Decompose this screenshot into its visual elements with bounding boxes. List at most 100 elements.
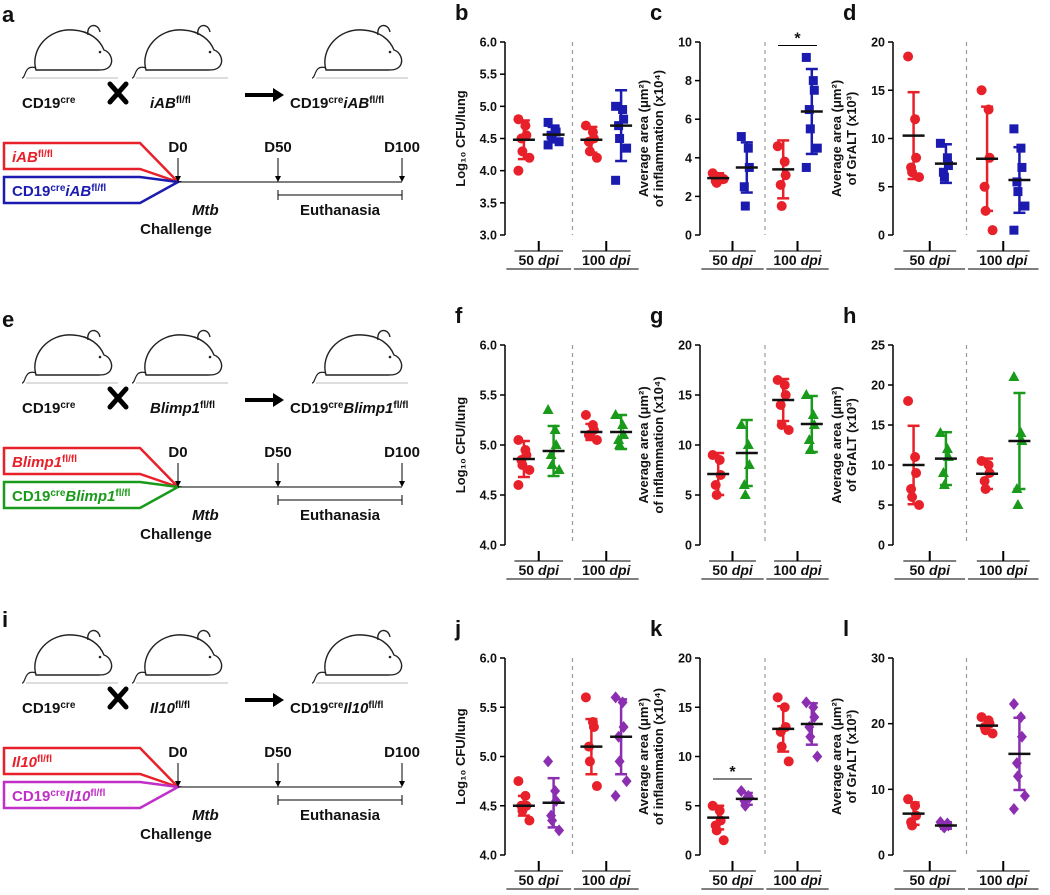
timepoint-label: D100: [384, 139, 420, 156]
data-point: [718, 835, 729, 846]
group-box: [2, 780, 182, 810]
mouse-eye: [388, 355, 392, 359]
data-point: [812, 143, 822, 153]
panel-letter: h: [843, 303, 856, 328]
cross-icon: [107, 81, 129, 105]
data-point: [801, 52, 811, 62]
text-segment: CD19: [22, 400, 60, 417]
category-value: 100: [979, 252, 1003, 268]
data-point: [976, 85, 987, 96]
timepoint-label: D100: [384, 744, 420, 761]
mouse-ear: [87, 329, 101, 341]
text-segment: cre: [60, 700, 75, 711]
data-point: [735, 419, 747, 429]
endpoint-label: Euthanasia: [300, 202, 381, 219]
category-value: 50: [518, 252, 534, 268]
y-tick-label: 4.5: [480, 132, 497, 146]
text-segment: CD19: [290, 95, 328, 112]
mouse-eye: [98, 655, 102, 659]
data-point: [907, 492, 918, 502]
category-value: 100: [773, 562, 797, 578]
data-point: [524, 815, 535, 826]
y-tick-label: 3.5: [480, 196, 497, 210]
data-point: [937, 467, 949, 477]
mouse-icon: [131, 24, 228, 79]
endpoint-bracket: [277, 795, 403, 805]
y-tick-label: 5.5: [480, 701, 497, 715]
category-unit: dpi: [732, 562, 754, 578]
agent-label: Mtb: [192, 202, 219, 219]
text-segment: cre: [60, 95, 75, 106]
mouse-ear: [197, 24, 211, 36]
event-label: Challenge: [140, 826, 212, 843]
data-point: [739, 489, 751, 499]
data-point: [1013, 187, 1023, 197]
mouse-icon: [311, 329, 408, 384]
text-segment: fl/fl: [37, 754, 52, 765]
data-point: [910, 452, 921, 462]
y-tick-label: 8: [685, 74, 692, 88]
mouse-eye: [388, 50, 392, 54]
text-segment: CD19: [22, 95, 60, 112]
cross-icon: [107, 686, 129, 710]
mouse-tail: [21, 66, 37, 79]
y-tick-label: 0: [685, 229, 692, 243]
y-tick-label: 0: [878, 229, 885, 243]
mouse-tail: [21, 371, 37, 384]
mouse-tail: [311, 671, 327, 684]
data-point: [914, 172, 925, 183]
mouse-body: [34, 334, 113, 376]
cross-icon: [107, 386, 129, 410]
mouse-icon: [21, 329, 118, 384]
text-segment: fl/fl: [38, 149, 53, 160]
text-segment: cre: [50, 183, 65, 194]
x-tick-label: 50 dpi: [518, 872, 560, 888]
data-point: [783, 425, 794, 435]
group-label: Il10fl/fl: [12, 754, 52, 772]
data-point: [803, 434, 815, 444]
y-tick-label: 10: [871, 783, 885, 797]
arrow-head: [273, 88, 284, 102]
data-point: [943, 161, 953, 171]
mouse-ear: [87, 24, 101, 36]
y-tick-label: 3.0: [480, 229, 497, 243]
data-point: [550, 784, 561, 797]
x-tick-label: 100 dpi: [979, 252, 1028, 268]
y-tick-label: 6: [685, 113, 692, 127]
x-tick-label: 100 dpi: [582, 872, 631, 888]
data-point: [619, 114, 629, 124]
y-axis-label: Average area (μm²): [829, 386, 844, 503]
category-value: 100: [582, 872, 606, 888]
mouse-eye: [208, 50, 212, 54]
y-tick-label: 5: [878, 499, 885, 513]
y-axis-label: of inflammation (x10⁴): [651, 70, 666, 207]
y-tick-label: 5: [685, 489, 692, 503]
category-value: 50: [712, 872, 728, 888]
x-tick-label: 50 dpi: [712, 252, 754, 268]
text-segment: Blimp1: [150, 400, 200, 417]
data-point: [805, 124, 815, 134]
text-segment: cre: [328, 95, 343, 106]
data-point: [736, 132, 746, 142]
data-point: [743, 143, 753, 153]
y-tick-label: 30: [871, 652, 885, 666]
data-point: [513, 776, 524, 787]
y-axis-label: of GrALT (x10³): [844, 92, 859, 186]
timepoint-label: D100: [384, 444, 420, 461]
data-point: [1020, 201, 1030, 211]
text-segment: Blimp1: [12, 454, 62, 471]
panel-letter: e: [2, 307, 14, 332]
mouse-ear: [377, 24, 391, 36]
mouse-body: [144, 29, 223, 71]
data-point: [941, 443, 953, 453]
y-axis-label: of GrALT (x10³): [844, 398, 859, 492]
data-point: [903, 51, 914, 62]
x-tick-label: 50 dpi: [909, 562, 951, 578]
y-tick-label: 5.0: [480, 750, 497, 764]
offspring-label: CD19creiABfl/fl: [290, 95, 384, 113]
data-point: [1012, 770, 1023, 783]
arrow-head: [275, 176, 281, 182]
data-point: [808, 76, 818, 86]
mouse-body: [324, 634, 403, 676]
